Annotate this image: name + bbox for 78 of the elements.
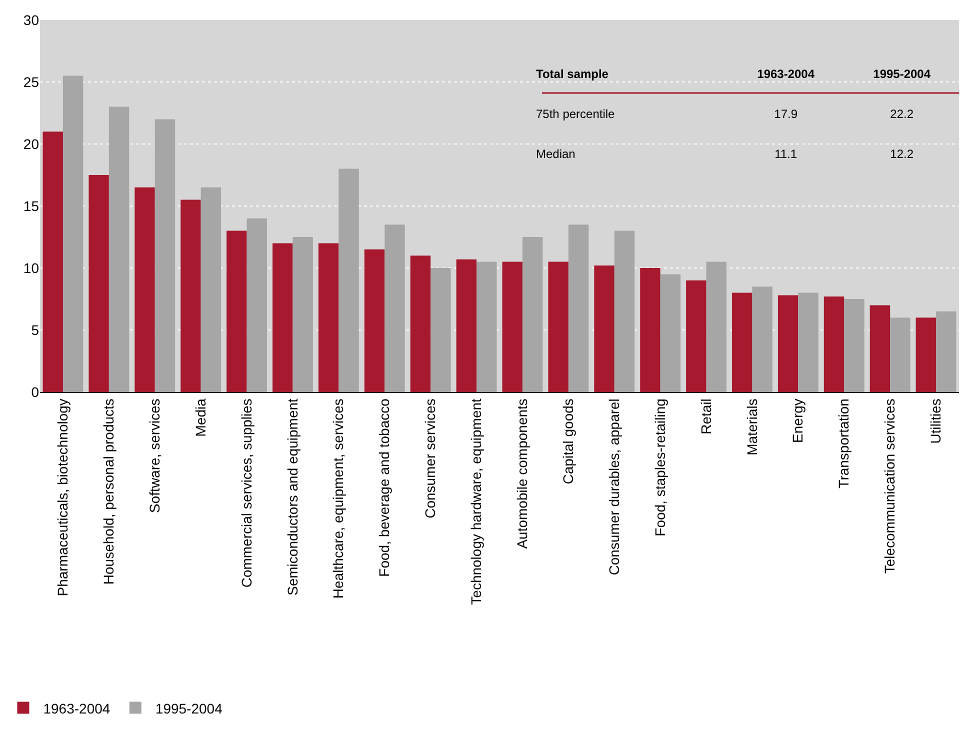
annotation: 11.1 [774, 147, 798, 161]
annotation: Total sample [536, 67, 609, 81]
bar [384, 224, 405, 392]
bar [890, 318, 910, 392]
annotation: 75th percentile [536, 107, 616, 121]
annotation: 22.2 [890, 107, 914, 121]
x-tick-label: Commercial services, supplies [238, 398, 254, 588]
bar [456, 259, 477, 392]
x-tick-label: Semiconductors and equipment [284, 398, 300, 596]
y-tick-label: 5 [31, 322, 40, 338]
bar [246, 218, 267, 392]
bar [62, 76, 84, 392]
x-tick-label: Consumer services [422, 398, 438, 518]
x-tick-label: Energy [790, 398, 806, 443]
bar [686, 280, 706, 392]
bar [548, 262, 568, 392]
y-tick-label: 0 [31, 384, 40, 400]
annotation: 1995-2004 [873, 67, 931, 81]
bar [108, 106, 130, 392]
x-tick-label: Utilities [928, 398, 944, 444]
annotation: Median [536, 147, 576, 161]
bar [292, 237, 313, 392]
y-tick-label: 15 [23, 198, 40, 214]
annotation: 1963-2004 [757, 67, 815, 81]
bar [870, 305, 890, 392]
annotation: 12.2 [890, 147, 914, 161]
y-tick-label: 20 [23, 136, 40, 152]
bar [42, 132, 63, 392]
bar [798, 292, 818, 392]
x-tick-label: Household, personal products [100, 398, 116, 585]
legend-label: 1995-2004 [155, 700, 223, 716]
annotation: 17.9 [774, 107, 798, 121]
bar [660, 274, 681, 392]
bar [318, 243, 339, 392]
x-tick-label: Consumer durables, apparel [606, 398, 622, 576]
bar [180, 200, 201, 392]
x-tick-label: Retail [698, 398, 714, 434]
bar [778, 295, 798, 392]
bar [824, 296, 844, 392]
bar [752, 286, 772, 392]
x-tick-label: Healthcare, equipment, services [330, 398, 346, 599]
bar [226, 230, 247, 392]
x-tick-label: Technology hardware, equipment [468, 398, 484, 605]
bar [614, 230, 635, 392]
bar [568, 224, 589, 392]
bar [88, 175, 109, 392]
x-tick-label: Transportation [836, 398, 852, 488]
bar [706, 262, 726, 392]
bar [154, 119, 176, 392]
bar [936, 311, 956, 392]
bar [134, 187, 155, 392]
bar [502, 262, 522, 392]
x-tick-label: Software, services [146, 398, 162, 513]
y-tick-label: 30 [23, 12, 40, 28]
x-tick-label: Capital goods [560, 398, 576, 484]
bar [476, 262, 497, 392]
bar [916, 318, 936, 392]
bar [640, 268, 660, 392]
x-tick-label: Telecommunication services [882, 398, 898, 574]
x-tick-label: Pharmaceuticals, biotechnology [54, 398, 71, 596]
x-tick-label: Media [192, 398, 208, 437]
bar [200, 187, 222, 392]
bar [272, 243, 293, 392]
y-tick-label: 10 [23, 260, 40, 276]
bar [844, 299, 864, 392]
bar [410, 256, 431, 392]
y-tick-label: 25 [23, 74, 40, 90]
bar [522, 237, 543, 392]
x-tick-label: Food, beverage and tobacco [376, 398, 392, 577]
x-tick-label: Materials [744, 398, 760, 456]
bar [430, 268, 451, 392]
bar [732, 292, 752, 392]
bar [338, 168, 359, 392]
x-tick-label: Automobile components [514, 398, 530, 549]
bar [594, 266, 614, 392]
legend-label: 1963-2004 [43, 700, 110, 716]
bar [364, 249, 385, 392]
x-tick-label: Food, staples-retailing [652, 398, 668, 536]
